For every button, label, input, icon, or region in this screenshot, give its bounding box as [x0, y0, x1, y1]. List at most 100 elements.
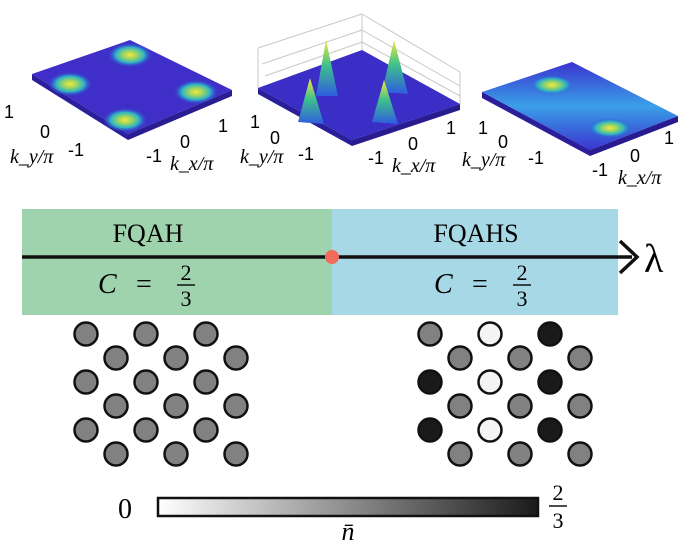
lattice-site — [477, 321, 503, 347]
kx-tick: -1 — [146, 146, 162, 166]
lattice-site — [103, 441, 129, 467]
lattice-site — [537, 369, 563, 395]
ky-tick: -1 — [528, 148, 544, 168]
lattice-site — [417, 417, 443, 443]
plot-box — [257, 13, 461, 104]
lattice-site — [447, 393, 473, 419]
density-peak — [103, 108, 147, 132]
lattice-site — [163, 345, 189, 371]
kx-tick: 0 — [180, 132, 190, 152]
density-spike — [372, 80, 398, 124]
ky-tick: -1 — [68, 140, 84, 160]
chern-numerator: 2 — [181, 260, 192, 285]
colorbar-min-label: 0 — [118, 494, 132, 525]
fqahs-phase-name: FQAHS — [433, 219, 518, 248]
ky-axis-label: k_y/π — [462, 149, 506, 171]
density-colorbar: 0 2 3 n̄ — [118, 480, 567, 546]
lattice-site — [133, 417, 159, 443]
transition-density-plot: 1 0 -1 k_y/π -1 0 1 k_x/π — [240, 13, 461, 177]
lattice-site — [537, 321, 563, 347]
kx-axis-label: k_x/π — [170, 153, 214, 175]
lattice-site — [567, 345, 593, 371]
kx-axis-label: k_x/π — [618, 167, 662, 189]
lattice-site — [103, 345, 129, 371]
chern-symbol: C — [98, 269, 117, 300]
ky-tick: 0 — [270, 128, 280, 148]
lattice-site — [163, 441, 189, 467]
ky-axis-label: k_y/π — [240, 146, 284, 168]
lattice-site — [477, 417, 503, 443]
fqahs-phase-region — [332, 209, 618, 315]
fqahs-density-plot: 1 0 -1 k_y/π -1 0 1 k_x/π — [462, 62, 678, 189]
colorbar-max-denominator: 3 — [553, 508, 564, 533]
lattice-site — [507, 393, 533, 419]
density-peak — [48, 72, 92, 96]
chern-symbol: C — [434, 269, 453, 300]
fqah-phase-region — [22, 209, 332, 315]
fqah-phase-name: FQAH — [113, 219, 184, 248]
chern-denominator: 3 — [517, 286, 528, 311]
lattice-site — [417, 369, 443, 395]
kx-axis-label: k_x/π — [392, 155, 436, 177]
lattice-site — [103, 393, 129, 419]
lattice-site — [133, 369, 159, 395]
lattice-site — [507, 441, 533, 467]
ky-tick: 1 — [250, 112, 260, 132]
fqah-density-plot: 1 0 -1 k_y/π -1 0 1 k_x/π — [4, 40, 232, 175]
surface-shade — [482, 92, 590, 156]
kx-tick: -1 — [592, 160, 608, 180]
lattice-site — [447, 345, 473, 371]
kx-tick: 0 — [630, 146, 640, 166]
density-peak — [530, 75, 574, 95]
lattice-site — [163, 393, 189, 419]
lattice-site — [223, 441, 249, 467]
lattice-site — [567, 393, 593, 419]
density-spike — [298, 78, 324, 124]
lattice-site — [477, 369, 503, 395]
kx-tick: 1 — [664, 128, 674, 148]
critical-point — [325, 250, 339, 264]
lattice-site — [537, 417, 563, 443]
chern-numerator: 2 — [517, 260, 528, 285]
phase-diagram: FQAH FQAHS λ C = 2 3 C = 2 3 — [22, 209, 664, 315]
lattice-site — [447, 441, 473, 467]
fqahs-chern-number: C = 2 3 — [434, 260, 531, 311]
ky-tick: -1 — [298, 144, 314, 164]
lattice-site — [193, 321, 219, 347]
kx-tick: 1 — [446, 118, 456, 138]
ky-tick: 1 — [478, 118, 488, 138]
ky-tick: 0 — [498, 132, 508, 152]
surface-base — [258, 50, 460, 140]
lattice-site — [223, 345, 249, 371]
ky-tick: 0 — [40, 122, 50, 142]
surface-shade — [352, 104, 460, 146]
lattice-site — [417, 321, 443, 347]
chern-equals: = — [472, 269, 488, 300]
colorbar-max-numerator: 2 — [553, 480, 564, 505]
chern-denominator: 3 — [181, 286, 192, 311]
lattice-site — [223, 393, 249, 419]
lattice-site — [567, 441, 593, 467]
lattice-site — [73, 417, 99, 443]
density-peak — [588, 118, 632, 138]
kx-tick: -1 — [368, 148, 384, 168]
fqahs-lattice — [417, 321, 593, 467]
colorbar-gradient — [156, 496, 540, 518]
surface-base — [482, 62, 678, 150]
lambda-axis-arrowhead — [618, 239, 640, 275]
lattice-site — [193, 369, 219, 395]
density-peak — [108, 43, 152, 67]
kx-tick: 0 — [408, 134, 418, 154]
density-spike — [316, 40, 338, 96]
surface-base — [32, 40, 232, 134]
fqah-lattice — [73, 321, 249, 467]
ky-axis-label: k_y/π — [10, 146, 54, 168]
lambda-axis-label: λ — [644, 236, 664, 281]
lattice-site — [193, 417, 219, 443]
lattice-site — [73, 321, 99, 347]
lattice-site — [507, 345, 533, 371]
surface-shade — [590, 116, 678, 156]
kx-tick: 1 — [218, 116, 228, 136]
lattice-site — [133, 321, 159, 347]
